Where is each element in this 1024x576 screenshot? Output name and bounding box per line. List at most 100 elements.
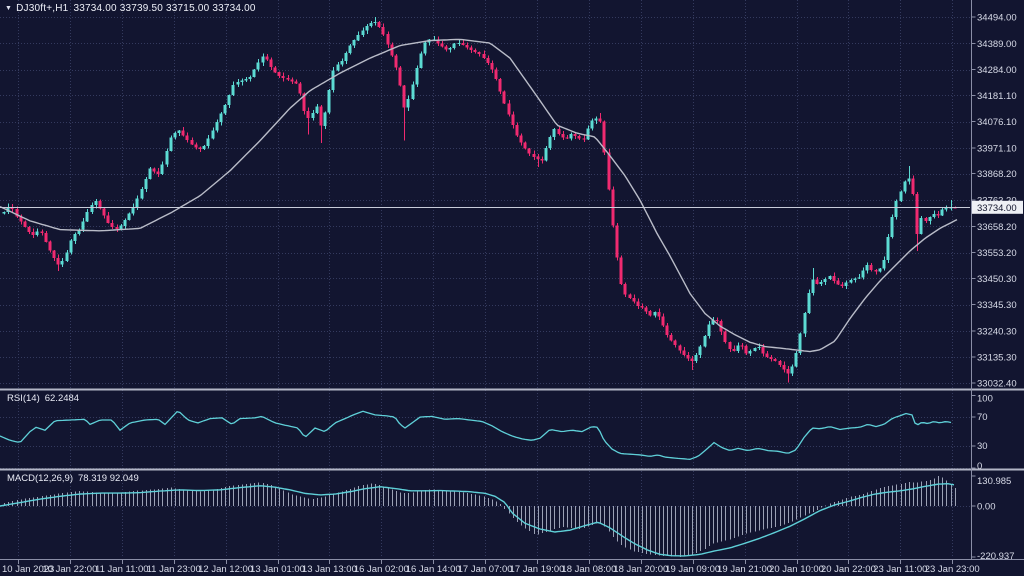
candle-body	[544, 147, 548, 161]
candle-body	[819, 281, 823, 284]
candle-body	[498, 79, 502, 92]
candle-body	[615, 225, 619, 258]
candle-body	[874, 270, 878, 272]
candle-body	[261, 56, 265, 63]
candle-body	[473, 50, 477, 53]
candle-body	[598, 118, 602, 122]
grid	[0, 0, 970, 558]
candle-body	[907, 178, 911, 182]
candle-body	[110, 222, 114, 227]
price-axis-label: 33135.30	[977, 353, 1017, 364]
price-axis-label: 33971.10	[977, 144, 1017, 155]
macd-axis-label: 0.00	[977, 502, 996, 513]
candle-body	[365, 26, 369, 31]
time-axis-label: 17 Jan 19:00	[510, 564, 565, 575]
candle-body	[140, 189, 144, 199]
candle-body	[573, 134, 577, 136]
candle-body	[878, 268, 882, 272]
price-axis-label: 33345.30	[977, 300, 1017, 311]
macd-values: 78.319 92.049	[78, 473, 139, 484]
candle-body	[944, 207, 948, 210]
candle-body	[523, 142, 527, 149]
symbol-info-bar: ▼ DJ30ft+,H1 33734.00 33739.50 33715.00 33…	[5, 3, 256, 14]
time-axis-label: 16 Jan 02:00	[354, 564, 409, 575]
candle-body	[711, 319, 715, 325]
candle-body	[486, 58, 490, 63]
price-axis-label: 33240.30	[977, 327, 1017, 338]
candle-body	[536, 156, 540, 159]
candle-body	[482, 54, 486, 59]
candle-body	[740, 345, 744, 347]
candle-body	[156, 171, 160, 174]
candle-body	[419, 53, 423, 68]
candle-body	[331, 70, 335, 90]
candle-body	[440, 43, 444, 47]
price-axis-label: 33658.20	[977, 222, 1017, 233]
price-axis-label: 33450.30	[977, 274, 1017, 285]
candle-body	[131, 207, 135, 214]
candle-body	[248, 76, 252, 79]
price-axis[interactable]: 34494.00 34389.00 34284.00 34181.10 34076.10…	[971, 13, 1024, 562]
candle-body	[98, 200, 102, 209]
current-price-box	[972, 200, 1023, 214]
candle-body	[231, 84, 235, 96]
time-axis-label: 10 Jan 22:00	[42, 564, 97, 575]
candle-body	[302, 93, 306, 112]
candle-body	[373, 21, 377, 23]
candle-body	[398, 67, 402, 86]
candle-body	[444, 46, 448, 50]
candle-body	[511, 114, 515, 125]
candle-body	[703, 335, 707, 347]
candle-body	[790, 366, 794, 374]
candle-body	[160, 164, 164, 174]
candle-body	[69, 240, 73, 253]
price-axis-label: 33868.20	[977, 169, 1017, 180]
time-axis-label: 17 Jan 07:00	[458, 564, 513, 575]
candle-body	[123, 219, 127, 226]
candle-body	[886, 236, 890, 260]
candle-body	[202, 145, 206, 149]
candle-body	[106, 215, 110, 223]
price-axis-label: 34181.10	[977, 91, 1017, 102]
candle-body	[915, 194, 919, 234]
time-axis-label: 20 Jan 10:00	[769, 564, 824, 575]
candle-body	[281, 76, 285, 79]
candle-body	[240, 80, 244, 82]
candle-body	[619, 257, 623, 284]
candle-body	[181, 130, 185, 136]
candle-body	[415, 67, 419, 85]
candle-body	[40, 231, 44, 233]
candle-body	[594, 118, 598, 121]
candle-body	[394, 55, 398, 68]
candle-body	[786, 369, 790, 374]
candle-body	[661, 316, 665, 326]
time-axis-label: 16 Jan 14:00	[406, 564, 461, 575]
time-axis-label: 12 Jan 12:00	[198, 564, 253, 575]
candle-body	[252, 69, 256, 77]
candle-body	[119, 225, 123, 229]
candle-body	[678, 345, 682, 351]
candle-body	[590, 120, 594, 129]
time-axis-label: 18 Jan 20:00	[613, 564, 668, 575]
candle-body	[623, 283, 627, 295]
candle-body	[211, 130, 215, 139]
candle-body	[857, 277, 861, 279]
candle-body	[807, 293, 811, 313]
candle-body	[932, 214, 936, 218]
candle-body	[165, 150, 169, 165]
candle-body	[423, 42, 427, 54]
candle-body	[577, 136, 581, 139]
candle-body	[273, 67, 277, 73]
candle-body	[60, 261, 64, 265]
candle-body	[127, 213, 131, 220]
candle-body	[319, 106, 323, 126]
candle-body	[748, 350, 752, 354]
candle-body	[640, 305, 644, 308]
candle-body	[461, 43, 465, 45]
candle-body	[632, 298, 636, 302]
candle-body	[56, 257, 60, 265]
candle-body	[436, 39, 440, 44]
chevron-down-icon[interactable]: ▼	[5, 5, 13, 12]
